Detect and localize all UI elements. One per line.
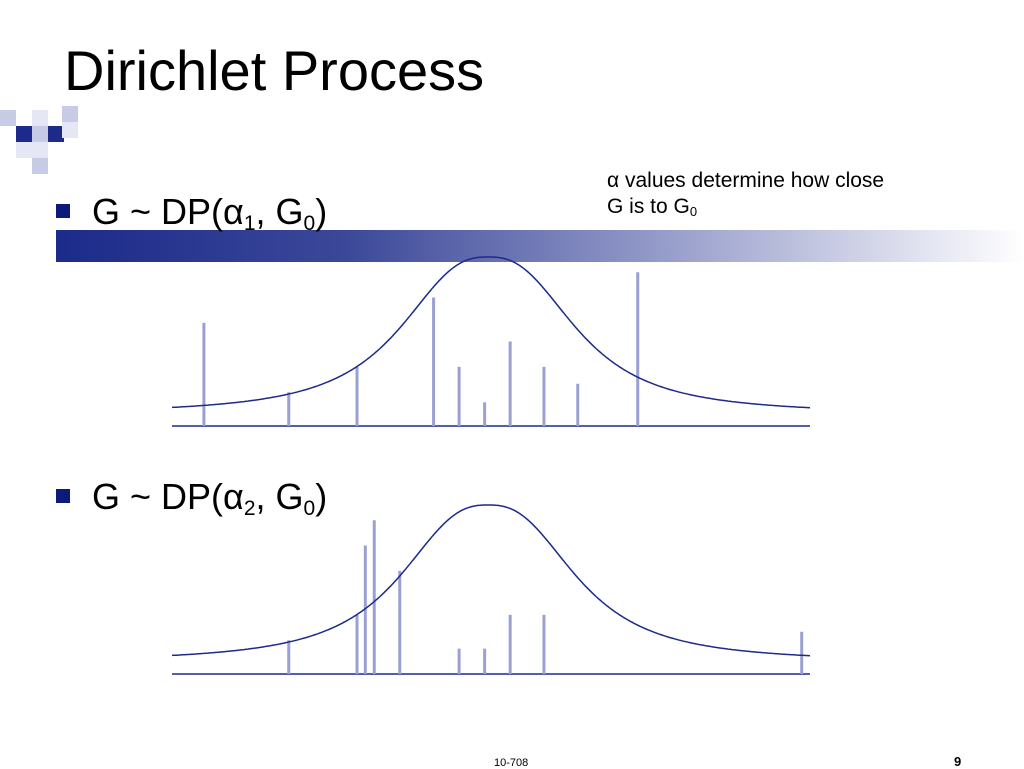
header-gradient-bar (56, 230, 1024, 262)
g-subscript: 0 (303, 497, 316, 520)
deco-square (32, 142, 48, 158)
deco-square (32, 110, 48, 126)
bullet-marker (56, 489, 70, 504)
bullet-text-suffix: ) (315, 476, 328, 517)
alpha-subscript: 2 (243, 497, 256, 520)
bullet-text-mid: , G (255, 191, 304, 232)
g-subscript: 0 (303, 212, 316, 235)
bullet-text-suffix: ) (315, 191, 328, 232)
note-line-2: G is to G0 (607, 194, 884, 225)
bottom-base-measure-curve (171, 504, 811, 657)
bullet-marker (56, 204, 70, 219)
deco-square (16, 142, 32, 158)
header-decoration (0, 104, 1024, 262)
bullet-text-prefix: G ~ DP(α (92, 191, 244, 232)
alpha-subscript: 1 (243, 212, 256, 235)
alpha-note: α values determine how close G is to G0 (607, 168, 884, 225)
deco-square (32, 126, 48, 142)
note-line-1: α values determine how close (607, 169, 885, 192)
slide-title: Dirichlet Process (64, 39, 485, 102)
note-subscript: 0 (689, 204, 698, 219)
deco-square (0, 110, 16, 126)
deco-square (32, 158, 48, 174)
bullet-text-mid: , G (255, 476, 304, 517)
top-panel (171, 256, 811, 427)
deco-square (48, 126, 64, 142)
footer-course-code: 10-708 (494, 757, 529, 769)
bullet-text-prefix: G ~ DP(α (92, 476, 244, 517)
bullet-alpha-2: G ~ DP(α2, G0) (56, 475, 327, 531)
deco-square (62, 106, 78, 122)
note-line-2-text: G is to G (607, 195, 690, 218)
bullet-alpha-1: G ~ DP(α1, G0) (56, 190, 327, 246)
bottom-panel (171, 504, 811, 675)
deco-square (16, 126, 32, 142)
page-number: 9 (954, 754, 962, 769)
deco-square (62, 122, 78, 138)
top-base-measure-curve (171, 256, 811, 409)
